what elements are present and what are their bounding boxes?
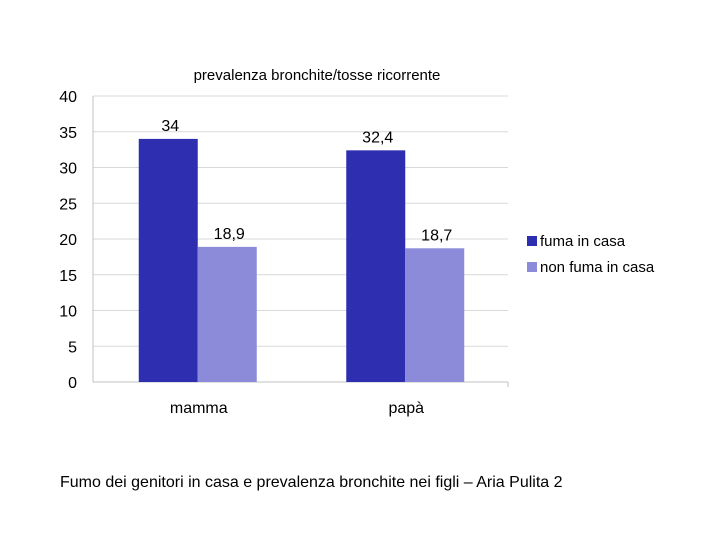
y-tick-label: 35 bbox=[59, 125, 77, 142]
data-label: 18,9 bbox=[214, 226, 245, 243]
data-label: 18,7 bbox=[421, 227, 452, 244]
y-tick-label: 0 bbox=[68, 375, 77, 392]
figure-caption: Fumo dei genitori in casa e prevalenza b… bbox=[60, 474, 563, 491]
y-tick-label: 10 bbox=[59, 304, 77, 321]
legend-label: non fuma in casa bbox=[540, 259, 655, 276]
data-labels: 34 18,9 32,4 18,7 bbox=[161, 118, 452, 244]
data-label: 34 bbox=[161, 118, 179, 135]
legend-label: fuma in casa bbox=[540, 233, 626, 250]
y-tick-label: 25 bbox=[59, 196, 77, 213]
bars bbox=[138, 138, 465, 382]
y-tick-label: 30 bbox=[59, 161, 77, 178]
y-tick-label: 15 bbox=[59, 268, 77, 285]
legend: fuma in casa non fuma in casa bbox=[527, 233, 655, 276]
y-tick-label: 20 bbox=[59, 232, 77, 249]
bar bbox=[405, 248, 465, 382]
data-label: 32,4 bbox=[362, 129, 393, 146]
y-tick-label: 40 bbox=[59, 89, 77, 106]
x-tick-label: mamma bbox=[170, 400, 228, 417]
legend-swatch bbox=[527, 236, 537, 246]
bar bbox=[138, 138, 198, 382]
x-axis: mamma papà bbox=[170, 400, 424, 417]
y-tick-label: 5 bbox=[68, 339, 77, 356]
bar bbox=[197, 246, 257, 382]
x-tick-label: papà bbox=[388, 400, 424, 417]
legend-swatch bbox=[527, 262, 537, 272]
y-axis: 0 5 10 15 20 25 30 35 40 bbox=[59, 89, 509, 392]
chart-title: prevalenza bronchite/tosse ricorrente bbox=[194, 67, 441, 84]
bar bbox=[346, 150, 406, 382]
